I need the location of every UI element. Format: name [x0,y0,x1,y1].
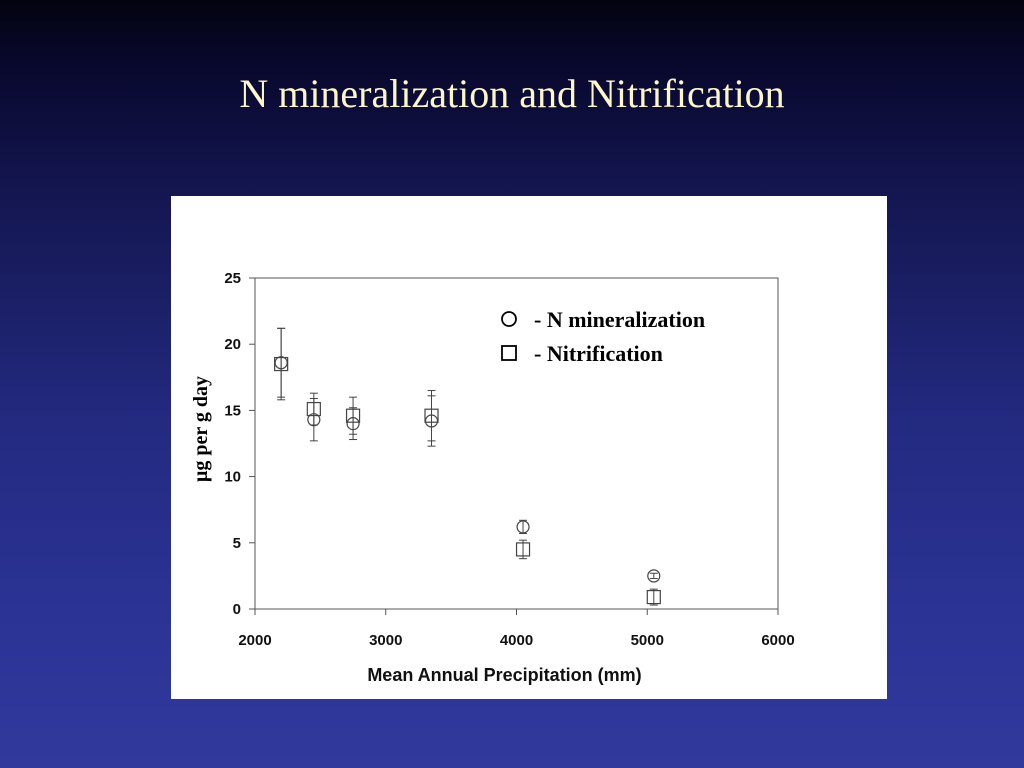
legend-label: - Nitrification [534,341,663,366]
y-tick-label: 20 [224,336,241,353]
y-tick-label: 10 [224,469,241,486]
circle-marker [516,520,530,534]
x-tick-label: 5000 [631,632,664,649]
square-marker [306,401,321,417]
legend-circle-icon [501,311,517,327]
y-tick-label: 15 [224,402,241,419]
nitrification-point [306,392,321,426]
x-tick-label: 6000 [761,632,794,649]
legend-square-icon [501,345,517,361]
y-axis-label: μg per g day [190,376,212,482]
y-tick-label: 5 [233,535,241,552]
nitrification-point [345,396,361,435]
square-marker [424,408,439,423]
x-tick-label: 3000 [369,632,402,649]
y-tick-label: 25 [224,270,241,287]
square-marker [345,408,361,423]
square-marker [515,542,531,557]
x-axis-label: Mean Annual Precipitation (mm) [367,665,641,685]
scatter-chart: 2000 3000 4000 5000 6000 0 5 10 15 20 25 Mean Annu… [190,270,795,685]
circle-marker [647,569,661,583]
data-points [274,327,661,606]
slide-title: N mineralization and Nitrification [239,71,785,116]
chart-panel: 2000 3000 4000 5000 6000 0 5 10 15 20 25 Mean Annu… [171,196,887,699]
nitrification-point [646,588,661,606]
x-tick-label: 4000 [500,632,533,649]
x-tick-label: 2000 [238,632,271,649]
ticks: 2000 3000 4000 5000 6000 0 5 10 15 20 25 [224,270,794,649]
y-tick-label: 0 [233,601,241,618]
square-marker [274,356,289,372]
mineralization-point [516,519,530,535]
nitrification-point [424,390,439,442]
legend-label: - N mineralization [534,307,705,332]
square-marker [646,589,661,605]
nitrification-point [515,539,531,560]
mineralization-point [647,569,661,583]
legend: - N mineralization - Nitrification [501,307,705,366]
nitrification-point [274,327,289,401]
